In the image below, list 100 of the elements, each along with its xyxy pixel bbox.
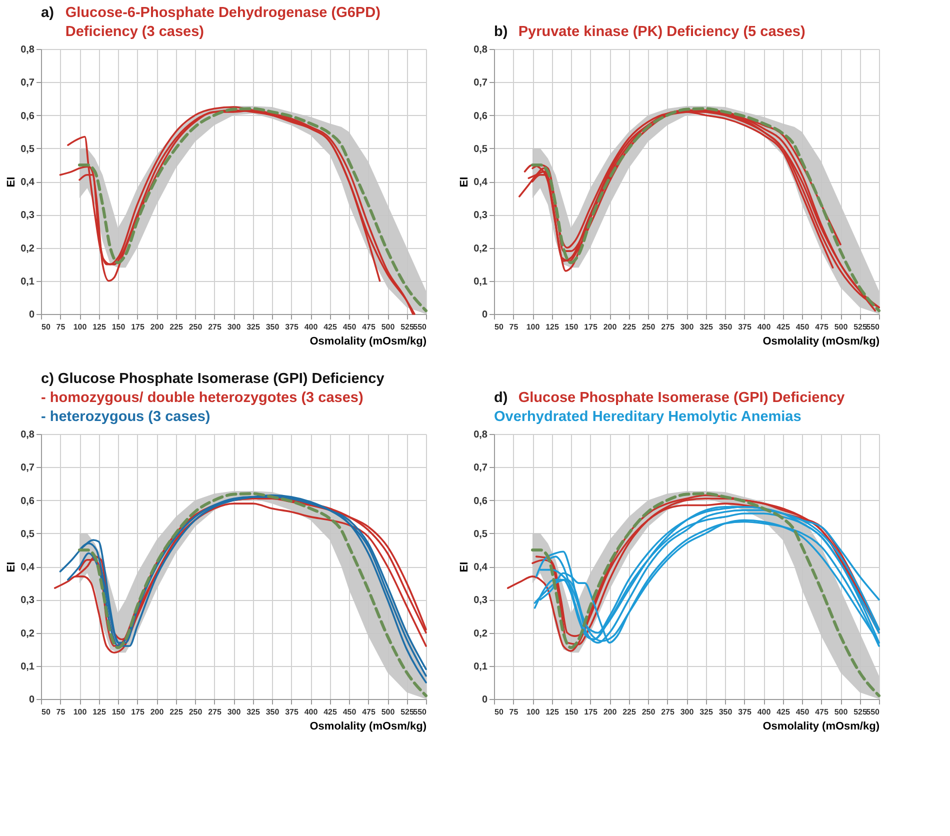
x-tick-label: 550 — [866, 708, 880, 716]
y-tick-label: 0 — [28, 310, 35, 320]
y-tick-label: 0,1 — [20, 276, 35, 288]
x-tick-label: 475 — [815, 322, 829, 332]
y-tick-label: 0,7 — [20, 462, 35, 474]
x-tick-label: 50 — [42, 322, 51, 332]
x-tick-label: 200 — [150, 322, 164, 332]
y-tick-label: 0,8 — [20, 430, 35, 440]
y-axis-title: EI — [6, 562, 18, 572]
y-tick-label: 0,5 — [474, 144, 488, 155]
x-tick-label: 150 — [564, 322, 579, 332]
y-tick-label: 0,2 — [474, 628, 488, 640]
y-tick-label: 0,4 — [474, 562, 488, 573]
x-tick-label: 125 — [546, 708, 560, 716]
y-tick-label: 0,3 — [474, 595, 488, 606]
y-tick-label: 0,5 — [20, 528, 35, 540]
x-tick-label: 100 — [73, 708, 88, 716]
x-tick-label: 225 — [622, 322, 636, 332]
x-tick-label: 525 — [854, 322, 868, 332]
x-tick-label: 175 — [584, 708, 598, 716]
x-tick-label: 50 — [494, 322, 504, 332]
y-tick-label: 0,5 — [20, 144, 35, 155]
y-axis-title: EI — [458, 562, 471, 572]
y-tick-label: 0,3 — [474, 210, 488, 222]
chart-title: b) — [494, 24, 508, 40]
x-tick-label: 75 — [56, 322, 66, 332]
x-tick-label: 525 — [400, 322, 414, 332]
x-tick-label: 100 — [526, 708, 540, 716]
x-tick-label: 300 — [680, 708, 694, 716]
x-tick-label: 325 — [246, 708, 260, 716]
x-tick-label: 425 — [776, 322, 790, 332]
x-tick-label: 300 — [680, 322, 694, 332]
x-axis-title: Osmolality (mOsm/kg) — [762, 720, 880, 732]
x-tick-label: 375 — [285, 322, 299, 332]
x-tick-label: 350 — [718, 708, 733, 716]
x-tick-label: 500 — [834, 708, 848, 716]
chart-title: d) — [494, 390, 508, 406]
x-axis-title: Osmolality (mOsm/kg) — [310, 720, 427, 732]
x-tick-label: 525 — [400, 708, 414, 716]
y-tick-label: 0,1 — [474, 661, 488, 672]
x-tick-label: 450 — [342, 708, 357, 716]
x-tick-label: 500 — [834, 322, 848, 332]
x-tick-label: 200 — [150, 708, 164, 716]
text: Glucose Phosphate Isomerase (GPI) Deficiency — [518, 390, 845, 406]
y-tick-label: 0,6 — [20, 110, 35, 122]
x-tick-label: 450 — [796, 322, 810, 332]
text: Glucose-6-Phosphate Dehydrogenase (G6PD) Deficiency (3 cases) — [65, 5, 381, 40]
x-tick-label: 275 — [208, 322, 222, 332]
x-tick-label: 200 — [603, 322, 618, 332]
x-tick-label: 475 — [362, 322, 376, 332]
y-tick-label: 0,7 — [474, 78, 488, 89]
y-tick-label: 0,3 — [20, 595, 35, 606]
x-tick-label: 75 — [509, 708, 519, 716]
y-tick-label: 0,6 — [474, 110, 488, 122]
x-tick-label: 525 — [854, 708, 868, 716]
chart-title: c) Glucose Phosphate Isomerase (GPI) Deficiency — [41, 371, 384, 387]
x-tick-label: 450 — [796, 708, 810, 716]
x-tick-label: 75 — [56, 708, 66, 716]
y-tick-label: 0,2 — [474, 243, 488, 254]
x-tick-label: 500 — [381, 322, 396, 332]
y-tick-label: 0 — [482, 694, 488, 706]
x-tick-label: 400 — [304, 708, 318, 716]
x-tick-label: 300 — [227, 322, 242, 332]
y-tick-label: 0,1 — [20, 661, 35, 672]
x-tick-label: 275 — [208, 708, 222, 716]
x-tick-label: 550 — [413, 708, 428, 716]
x-tick-label: 350 — [266, 322, 280, 332]
x-tick-label: 200 — [603, 708, 618, 716]
x-tick-label: 550 — [866, 322, 880, 332]
x-tick-label: 450 — [342, 322, 357, 332]
x-tick-label: 325 — [700, 708, 714, 716]
x-tick-label: 375 — [738, 322, 752, 332]
y-tick-label: 0,4 — [20, 562, 35, 573]
x-tick-label: 475 — [362, 708, 376, 716]
x-tick-label: 100 — [73, 322, 88, 332]
x-tick-label: 50 — [42, 708, 51, 716]
x-tick-label: 275 — [661, 322, 675, 332]
y-tick-label: 0,1 — [474, 276, 488, 288]
y-tick-label: 0 — [482, 310, 488, 320]
x-tick-label: 250 — [642, 708, 656, 716]
x-tick-label: 400 — [757, 322, 772, 332]
y-tick-label: 0,2 — [20, 243, 35, 254]
y-tick-label: 0,4 — [474, 177, 488, 188]
y-axis-title: EI — [6, 176, 18, 188]
x-tick-label: 425 — [324, 322, 338, 332]
text: - heterozygous (3 cases) — [41, 409, 210, 425]
x-tick-label: 250 — [188, 708, 203, 716]
y-tick-label: 0,6 — [20, 496, 35, 507]
x-tick-label: 250 — [642, 322, 656, 332]
x-axis-title: Osmolality (mOsm/kg) — [762, 336, 880, 348]
y-tick-label: 0,8 — [474, 430, 488, 440]
x-tick-label: 400 — [304, 322, 318, 332]
x-tick-label: 275 — [661, 708, 675, 716]
y-tick-label: 0,8 — [474, 44, 488, 56]
x-tick-label: 300 — [227, 708, 242, 716]
x-tick-label: 325 — [700, 322, 714, 332]
y-tick-label: 0,5 — [474, 528, 488, 540]
x-tick-label: 125 — [546, 322, 560, 332]
text: Pyruvate kinase (PK) Deficiency (5 cases) — [518, 24, 806, 40]
x-tick-label: 50 — [494, 708, 504, 716]
